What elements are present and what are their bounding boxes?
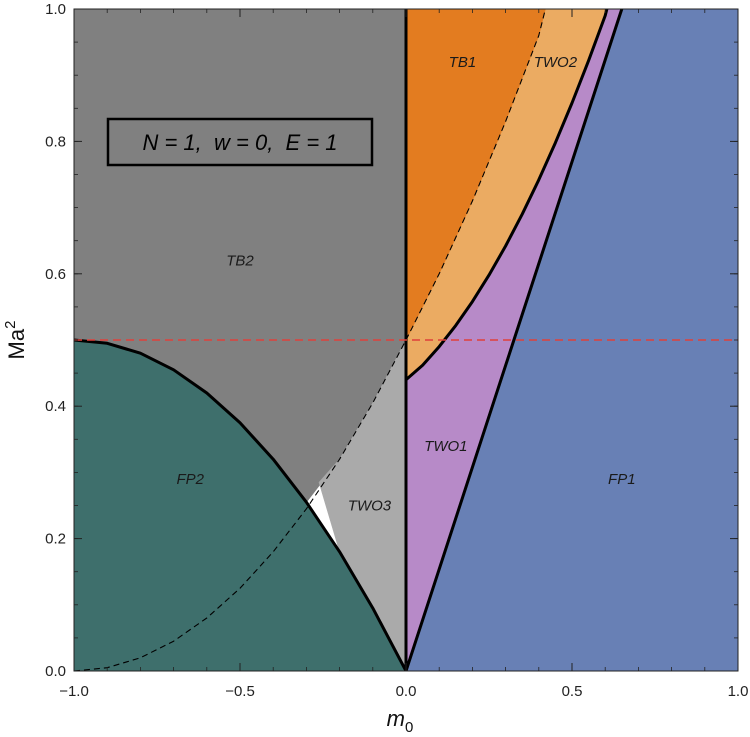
x-tick-label: −0.5 <box>225 683 255 700</box>
annotation-frame <box>106 117 374 167</box>
x-tick-label: 0.5 <box>562 683 583 700</box>
x-axis-title-main: m <box>387 706 405 731</box>
y-tick-label: 0.0 <box>45 663 66 680</box>
y-axis-title-main: Ma <box>4 328 29 359</box>
annotation-box: N = 1, w = 0, E = 1 <box>106 117 374 167</box>
annotation-text: N = 1, w = 0, E = 1 <box>142 130 337 155</box>
y-tick-label: 1.0 <box>45 1 66 18</box>
region-label-fp2: FP2 <box>176 471 204 488</box>
region-label-tb1: TB1 <box>449 54 477 71</box>
y-tick-label: 0.8 <box>45 133 66 150</box>
curve-two1-two2-boundary <box>405 9 609 381</box>
y-tick-label: 0.4 <box>45 398 66 415</box>
region-label-two2: TWO2 <box>534 54 578 71</box>
region-label-two1: TWO1 <box>424 438 467 455</box>
x-tick-label: −1.0 <box>59 683 89 700</box>
x-tick-label: 1.0 <box>728 683 749 700</box>
region-labels: TB2 FP2 TWO3 TB1 TWO2 TWO1 FP1 <box>176 54 635 515</box>
curve-two1-fp1-boundary <box>404 9 624 671</box>
region-tb1 <box>405 9 546 341</box>
y-axis-title-sup: 2 <box>2 321 19 329</box>
x-tick-label: 0.0 <box>396 683 417 700</box>
curve-fp2-boundary <box>74 338 408 671</box>
region-label-tb2: TB2 <box>226 253 254 270</box>
y-axis-title: Ma2 <box>2 321 29 360</box>
x-axis-title-sub: 0 <box>405 719 413 736</box>
curve-dashed-parabola-left <box>74 339 407 671</box>
x-axis-title: m0 <box>387 706 414 736</box>
phase-regions <box>74 9 738 671</box>
y-tick-label: 0.6 <box>45 266 66 283</box>
y-tick-label: 0.2 <box>45 531 66 548</box>
axis-ticks: −1.0 −0.5 0.0 0.5 1.0 0.0 0.2 0.4 0.6 0.8 1.0 <box>45 1 748 700</box>
region-label-two3: TWO3 <box>348 498 392 515</box>
curve-dashed-parabola-right <box>405 9 546 341</box>
region-label-fp1: FP1 <box>608 471 636 488</box>
